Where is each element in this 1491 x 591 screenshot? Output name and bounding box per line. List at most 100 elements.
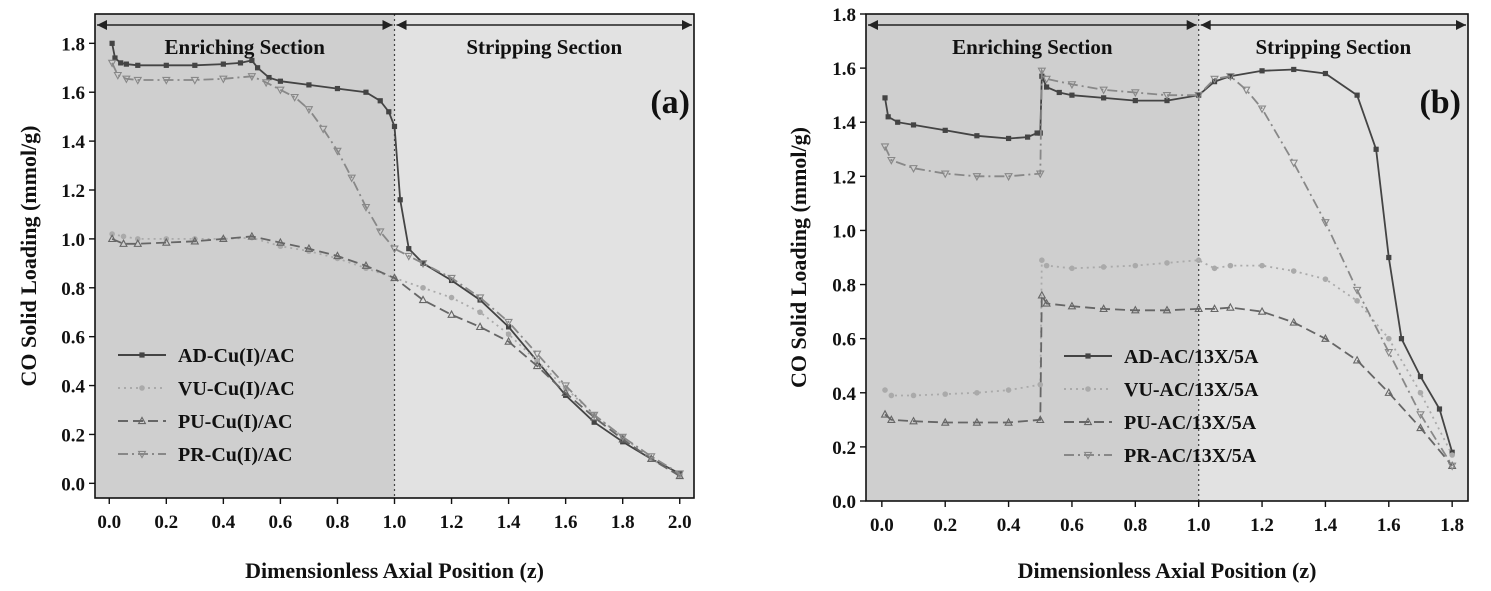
data-point [1194,304,1204,313]
data-point [390,273,399,282]
data-point [276,237,285,246]
data-point [1164,260,1170,266]
series-line [111,62,681,475]
data-point [361,203,371,212]
legend-entry: PU-AC/13X/5A [1124,412,1257,434]
data-point [118,60,124,66]
data-point [254,65,261,71]
data-point [1352,286,1362,295]
data-point [447,274,456,283]
stripping-section-label: Stripping Section [466,35,622,59]
data-point [304,243,314,252]
data-point [1004,173,1013,182]
data-point [333,251,342,260]
data-point [1417,373,1424,380]
data-point [1398,336,1405,342]
data-point [261,79,271,88]
x-tick-label: 1.4 [1314,515,1338,536]
data-point [1352,355,1362,364]
series-line [884,292,1453,467]
y-tick-label: 1.0 [61,230,85,251]
y-tick-label: 1.4 [832,113,856,134]
data-point [1257,306,1267,315]
data-point [675,470,685,479]
panel-label: (b) [1419,84,1461,121]
legend-entry: PU-Cu(I)/AC [178,411,292,433]
data-point [1417,389,1424,396]
data-point [1069,92,1075,98]
data-point [1034,130,1040,136]
y-tick-label: 0.6 [61,328,85,349]
data-point [909,165,918,173]
data-point [1373,146,1379,152]
y-tick-label: 1.8 [832,5,856,26]
data-point [318,125,328,134]
data-point [397,197,403,203]
data-point [1005,387,1012,393]
data-point [347,174,357,183]
y-tick-label: 0.4 [832,384,856,405]
data-point [418,260,428,269]
data-point [1322,70,1329,77]
data-point [447,309,456,318]
data-point [113,71,123,80]
plot-frame [865,13,1469,502]
x-tick-label: 0.2 [933,515,957,536]
data-point [972,173,982,182]
data-point [161,76,171,85]
legend-marker [137,416,147,425]
data-point [1257,105,1267,114]
x-tick-label: 0.8 [1123,515,1147,536]
data-point [1037,67,1047,76]
y-tick-label: 1.2 [61,181,85,202]
x-tick-label: 1.8 [1440,515,1464,536]
enriching-section-label: Enriching Section [952,35,1113,59]
data-point [942,391,949,397]
data-point [1354,297,1360,304]
x-tick-label: 1.0 [383,512,407,533]
data-point [1056,89,1062,96]
legend-entry: PR-Cu(I)/AC [178,444,292,466]
data-point [1043,262,1050,269]
data-point [266,74,272,81]
data-point [1384,349,1394,357]
data-point [974,389,980,396]
data-point [1289,159,1299,168]
x-tick-label: 0.4 [997,515,1021,536]
data-point [333,147,342,156]
data-point [1044,84,1050,90]
data-point [1067,81,1077,90]
data-point [1039,257,1045,264]
x-tick-label: 0.8 [326,512,350,533]
data-point [888,392,895,399]
data-point [190,76,200,85]
series-3 [107,59,685,479]
data-point [646,453,656,462]
legend-marker [139,352,145,358]
data-point [561,382,570,391]
data-point [276,86,285,95]
data-point [134,236,141,242]
data-point [163,62,169,68]
series-0 [882,66,1455,455]
data-point [1211,265,1218,272]
data-point [532,361,542,370]
legend: AD-Cu(I)/AC VU-Cu(I)/AC PU-Cu(I)/AC PR-Cu(I… [118,345,295,466]
data-point [448,294,455,301]
chart-panel-b: Enriching Section Stripping Section (b) 0.0… [786,5,1469,583]
data-point [219,234,228,243]
data-point [1210,75,1219,84]
data-point [504,336,513,345]
data-point [591,419,597,425]
data-point [107,59,117,68]
x-axis-label: Dimensionless Axial Position (z) [245,558,544,583]
data-point [1005,135,1012,142]
data-point [220,61,226,67]
enriching-arrow-left-head [868,20,878,30]
data-point [133,239,143,247]
y-tick-label: 1.4 [61,132,85,153]
legend-marker [1085,386,1091,392]
data-point [237,60,244,66]
y-tick-label: 1.2 [832,167,856,188]
